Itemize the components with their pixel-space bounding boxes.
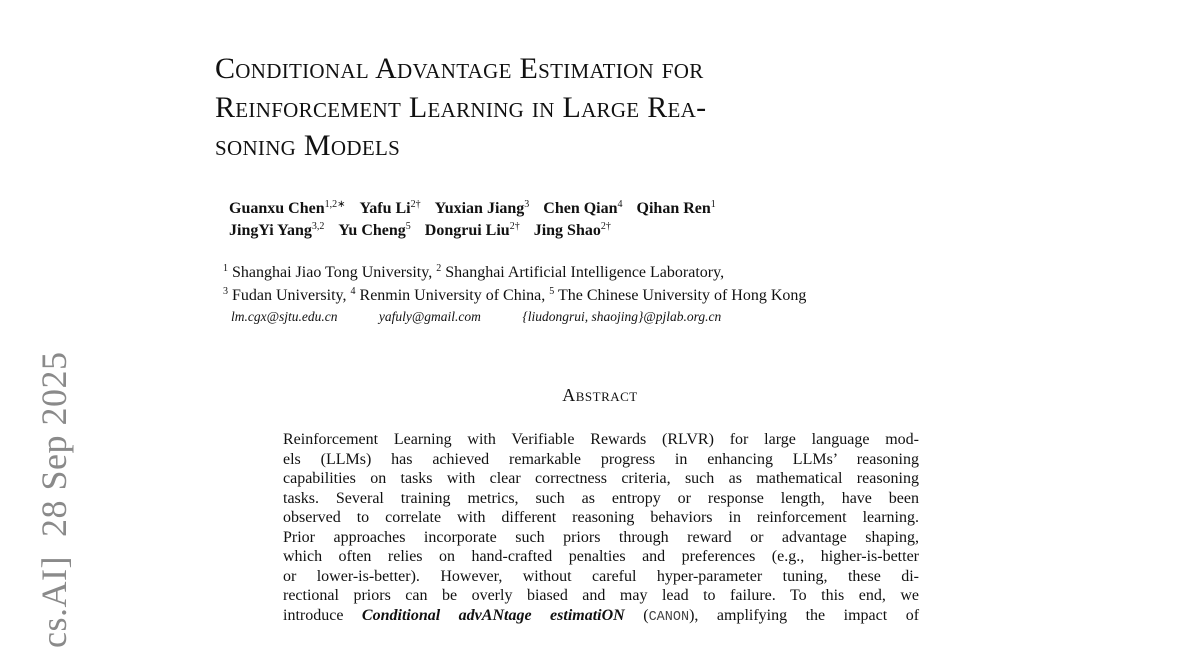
abstract-line: Reinforcement Learning with Verifiable R… [283, 431, 919, 448]
arxiv-stamp: cs.AI] 28 Sep 2025 [34, 351, 74, 648]
author-affil-mark: 1,2∗ [324, 199, 346, 210]
affiliation: Shanghai Artificial Intelligence Laborat… [441, 264, 725, 281]
author-name: Yu Cheng [338, 222, 406, 239]
author-name: Dongrui Liu [424, 222, 510, 239]
affiliation: Fudan University, [228, 287, 351, 304]
title-line: Conditional Advantage Estimation for [215, 52, 704, 85]
abstract-body: Reinforcement Learning with Verifiable R… [283, 430, 919, 627]
author: Yu Cheng5 [338, 221, 411, 240]
text: Conditional adv [361, 606, 482, 624]
abstract-line: Prior approaches incorporate such priors… [283, 528, 919, 546]
author-name: Jing Shao [533, 222, 601, 239]
author: JingYi Yang3,2 [229, 221, 325, 240]
abstract-line: observed to correlate with different rea… [283, 509, 919, 526]
abstract-line: tasks. Several training metrics, such as… [283, 489, 919, 507]
title-line: Reinforcement Learning in Large Rea- [215, 90, 707, 124]
author-affil-mark: 4 [617, 199, 623, 210]
author: Chen Qian4 [543, 199, 623, 218]
affiliation: Shanghai Jiao Tong University, [228, 264, 437, 281]
author-row: JingYi Yang3,2 Yu Cheng5 Dongrui Liu2† Jing… [229, 220, 730, 242]
author: Jing Shao2† [533, 221, 611, 240]
affil-mark: 2 [436, 263, 442, 274]
author-affil-mark: 3,2 [311, 221, 325, 232]
text: tage estimati [504, 606, 602, 624]
abstract-line: or lower-is-better). However, without ca… [283, 567, 919, 585]
paper-title: Conditional Advantage Estimation for Rei… [215, 50, 706, 166]
author-affil-mark: 1 [710, 199, 716, 210]
text: AN [481, 606, 505, 624]
affil-mark: 5 [549, 286, 555, 297]
title-line: soning Models [215, 129, 401, 162]
email: {liudongrui, shaojing}@pjlab.org.cn [522, 309, 722, 324]
email: yafuly@gmail.com [378, 309, 481, 324]
author-name: Qihan Ren [636, 200, 711, 217]
abstract-line: introduce Conditional advANtage estimati… [283, 606, 919, 628]
author: Guanxu Chen1,2∗ [229, 199, 346, 218]
method-name: CANON [648, 609, 690, 625]
author-affil-mark: 3 [524, 199, 530, 210]
text: ( [624, 606, 649, 624]
affiliation-row: 3 Fudan University, 4 Renmin University … [223, 284, 806, 307]
author: Yafu Li2† [359, 199, 421, 218]
abstract-line: capabilities on tasks with clear correct… [283, 470, 919, 487]
affil-mark: 4 [350, 286, 356, 297]
author: Qihan Ren1 [636, 199, 716, 218]
author: Dongrui Liu2† [424, 221, 520, 240]
affiliation: Renmin University of China, [355, 287, 550, 304]
author: Yuxian Jiang3 [434, 199, 530, 218]
abstract-line: which often relies on hand-crafted penal… [283, 548, 919, 565]
text: introduce [283, 606, 362, 624]
email: lm.cgx@sjtu.edu.cn [231, 309, 338, 324]
author-affil-mark: 2† [509, 221, 520, 232]
affil-mark: 3 [223, 286, 228, 297]
abstract-line: els (LLMs) has achieved remarkable progr… [283, 450, 919, 468]
text: ), amplifying the impact of [689, 606, 920, 624]
author-row: Guanxu Chen1,2∗ Yafu Li2† Yuxian Jiang3 Che… [229, 198, 730, 220]
affiliations: 1 Shanghai Jiao Tong University, 2 Shang… [223, 261, 806, 307]
affiliation: The Chinese University of Hong Kong [554, 287, 807, 304]
text: ON [601, 606, 625, 624]
author-affil-mark: 2† [410, 199, 421, 210]
emails: lm.cgx@sjtu.edu.cn yafuly@gmail.com {liu… [231, 309, 759, 325]
affiliation-row: 1 Shanghai Jiao Tong University, 2 Shang… [223, 261, 806, 284]
author-name: JingYi Yang [229, 222, 312, 239]
author-name: Guanxu Chen [229, 200, 325, 217]
author-name: Yuxian Jiang [434, 200, 525, 217]
abstract-line: rectional priors can be overly biased an… [283, 587, 919, 604]
author-name: Yafu Li [359, 200, 411, 217]
author-affil-mark: 5 [405, 221, 411, 232]
abstract-heading: Abstract [562, 385, 638, 405]
author-list: Guanxu Chen1,2∗ Yafu Li2† Yuxian Jiang3 Che… [229, 198, 730, 242]
affil-mark: 1 [223, 263, 228, 274]
author-affil-mark: 2† [600, 221, 611, 232]
author-name: Chen Qian [543, 200, 618, 217]
